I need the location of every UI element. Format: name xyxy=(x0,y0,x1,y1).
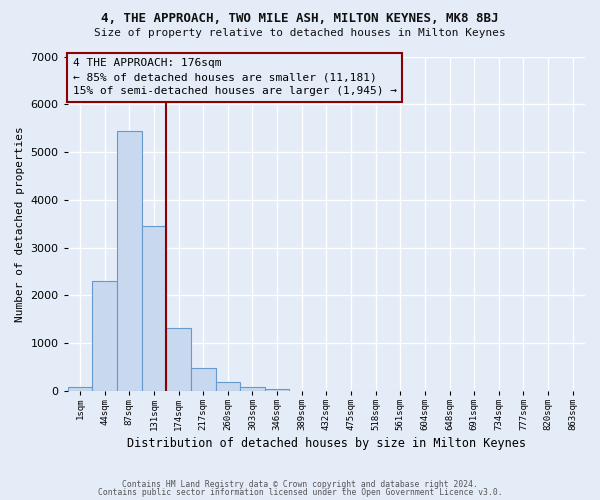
X-axis label: Distribution of detached houses by size in Milton Keynes: Distribution of detached houses by size … xyxy=(127,437,526,450)
Bar xyxy=(142,226,166,391)
Bar xyxy=(265,389,289,391)
Bar xyxy=(117,130,142,391)
Bar xyxy=(68,388,92,391)
Bar xyxy=(240,387,265,391)
Bar xyxy=(215,382,240,391)
Bar xyxy=(191,368,215,391)
Text: 4, THE APPROACH, TWO MILE ASH, MILTON KEYNES, MK8 8BJ: 4, THE APPROACH, TWO MILE ASH, MILTON KE… xyxy=(101,12,499,26)
Text: 4 THE APPROACH: 176sqm
← 85% of detached houses are smaller (11,181)
15% of semi: 4 THE APPROACH: 176sqm ← 85% of detached… xyxy=(73,58,397,96)
Text: Size of property relative to detached houses in Milton Keynes: Size of property relative to detached ho… xyxy=(94,28,506,38)
Y-axis label: Number of detached properties: Number of detached properties xyxy=(15,126,25,322)
Bar xyxy=(92,281,117,391)
Text: Contains public sector information licensed under the Open Government Licence v3: Contains public sector information licen… xyxy=(98,488,502,497)
Text: Contains HM Land Registry data © Crown copyright and database right 2024.: Contains HM Land Registry data © Crown c… xyxy=(122,480,478,489)
Bar xyxy=(166,328,191,391)
